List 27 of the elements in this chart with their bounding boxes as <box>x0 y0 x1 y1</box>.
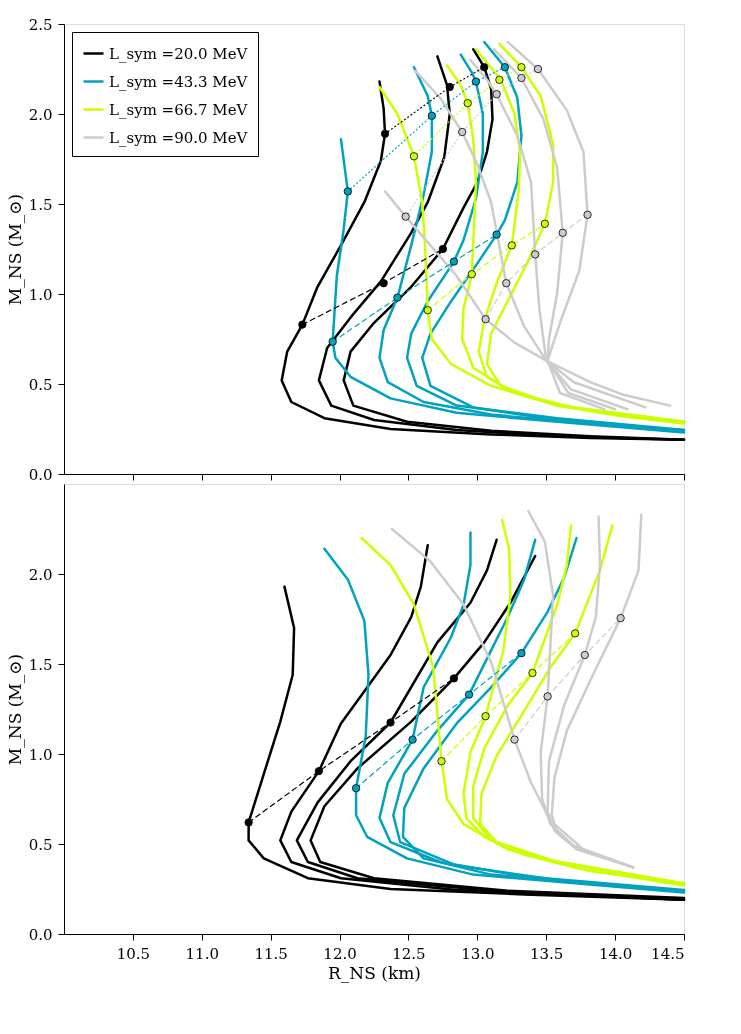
legend-label: L_sym =20.0 MeV <box>109 44 249 63</box>
x-tick-label: 14.0 <box>598 944 633 963</box>
y-tick-label: 1.5 <box>28 195 53 214</box>
y-axis-title: M_NS (M_⊙) <box>4 653 25 766</box>
y-tick-label: 0.0 <box>28 925 53 944</box>
legend-label: L_sym =66.7 MeV <box>109 100 249 119</box>
y-tick-label: 0.5 <box>28 375 53 394</box>
x-tick-label: 11.5 <box>254 944 288 963</box>
x-tick-label: 13.0 <box>461 944 495 963</box>
y-tick-label: 2.0 <box>28 565 53 584</box>
x-tick-label: 10.5 <box>116 944 151 963</box>
y-tick-label: 1.0 <box>28 285 53 304</box>
y-tick-label: 0.0 <box>28 465 53 484</box>
y-tick-label: 1.5 <box>28 655 53 674</box>
x-tick-label: 12.5 <box>392 944 426 963</box>
legend-label: L_sym =43.3 MeV <box>109 72 249 91</box>
x-tick-label: 14.5 <box>651 944 685 963</box>
y-tick-label: 0.5 <box>28 835 53 854</box>
y-tick-label: 2.5 <box>28 15 53 34</box>
x-tick-label: 11.0 <box>185 944 219 963</box>
y-tick-label: 2.0 <box>28 105 53 124</box>
y-axis-title: M_NS (M_⊙) <box>4 193 25 306</box>
y-tick-label: 1.0 <box>28 745 53 764</box>
x-axis-title: R_NS (km) <box>328 962 421 983</box>
x-tick-label: 12.0 <box>323 944 357 963</box>
x-tick-label: 13.5 <box>530 944 564 963</box>
legend-label: L_sym =90.0 MeV <box>109 128 249 147</box>
